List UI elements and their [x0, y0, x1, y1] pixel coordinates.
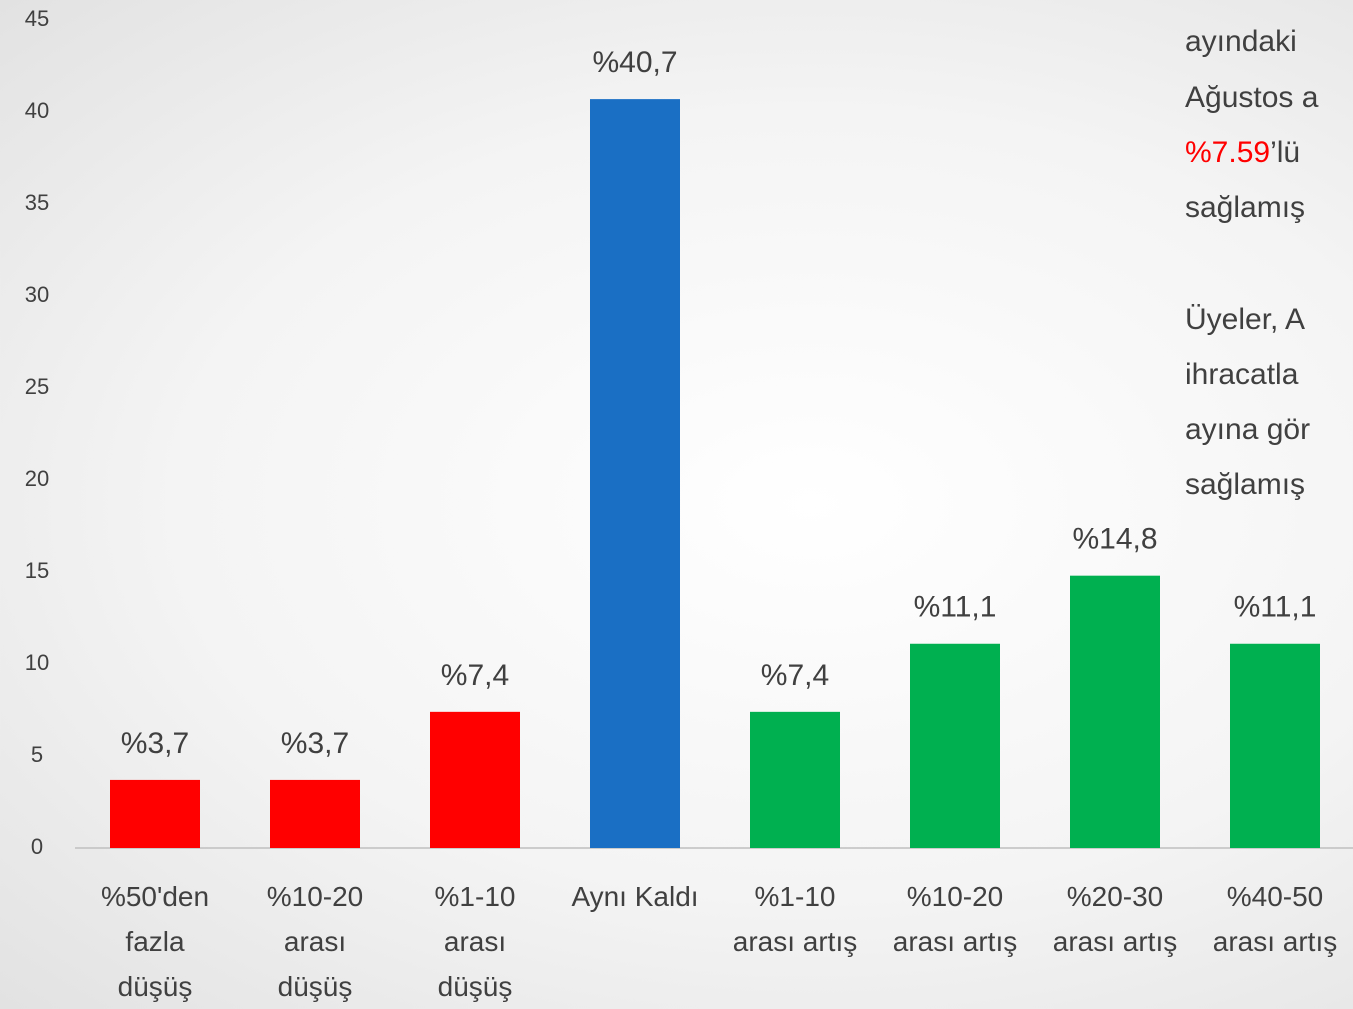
y-tick-label: 45: [25, 6, 49, 31]
annotation-line: Üyeler, A: [1185, 300, 1353, 340]
bar: [910, 643, 1000, 848]
y-tick-label: 25: [25, 374, 49, 399]
x-tick-label: %1-10 arası artış: [732, 881, 858, 957]
x-tick-label: %10-20 arası düşüş: [266, 881, 364, 1002]
value-label: %40,7: [592, 46, 677, 79]
bar: [270, 779, 360, 848]
y-tick-label: 30: [25, 282, 49, 307]
x-tick-label: %10-20 arası artış: [892, 881, 1018, 957]
x-tick-label: %40-50 arası artış: [1212, 881, 1338, 957]
value-label: %7,4: [761, 659, 829, 692]
x-tick-label: %50'den fazla düşüş: [100, 881, 210, 1002]
y-tick-label: 5: [31, 742, 43, 767]
x-tick-label: %1-10 arası düşüş: [434, 881, 516, 1002]
y-tick-label: 35: [25, 190, 49, 215]
annotation-text: ayına gör: [1185, 413, 1311, 446]
y-tick-label: 20: [25, 466, 49, 491]
x-tick-label: %20-30 arası artış: [1052, 881, 1178, 957]
annotation-line: %7.59’lü: [1185, 133, 1353, 173]
x-tick-label: Aynı Kaldı: [571, 881, 699, 912]
annotation-text: sağlamış: [1185, 191, 1306, 224]
bar: [1070, 575, 1160, 848]
value-label: %3,7: [281, 727, 349, 760]
annotation-line: sağlamış: [1185, 465, 1353, 505]
value-label: %7,4: [441, 659, 509, 692]
value-label: %14,8: [1072, 523, 1157, 556]
y-tick-label: 40: [25, 98, 49, 123]
bar: [750, 711, 840, 848]
annotation-line: ayındaki: [1185, 22, 1353, 62]
y-tick-label: 0: [31, 834, 43, 859]
y-tick-label: 10: [25, 650, 49, 675]
bar: [430, 711, 520, 848]
annotation-line: Ağustos a: [1185, 78, 1353, 118]
annotation-text: ayındaki: [1185, 25, 1297, 58]
bar: [110, 779, 200, 848]
annotation-line: ihracatla: [1185, 355, 1353, 395]
bar: [1230, 643, 1320, 848]
annotation-highlight: %7.59: [1185, 136, 1271, 169]
value-label: %11,1: [1234, 591, 1317, 624]
annotation-text: Üyeler, A: [1185, 303, 1306, 336]
annotation-text: sağlamış: [1185, 468, 1306, 501]
y-tick-label: 15: [25, 558, 49, 583]
annotation-text: ’lü: [1270, 136, 1301, 169]
annotation-text: ihracatla: [1185, 358, 1299, 391]
bar: [590, 99, 680, 849]
annotation-line: sağlamış: [1185, 188, 1353, 228]
annotation-text: Ağustos a: [1185, 81, 1319, 114]
annotation-line: ayına gör: [1185, 410, 1353, 450]
value-label: %11,1: [914, 591, 997, 624]
value-label: %3,7: [121, 727, 189, 760]
